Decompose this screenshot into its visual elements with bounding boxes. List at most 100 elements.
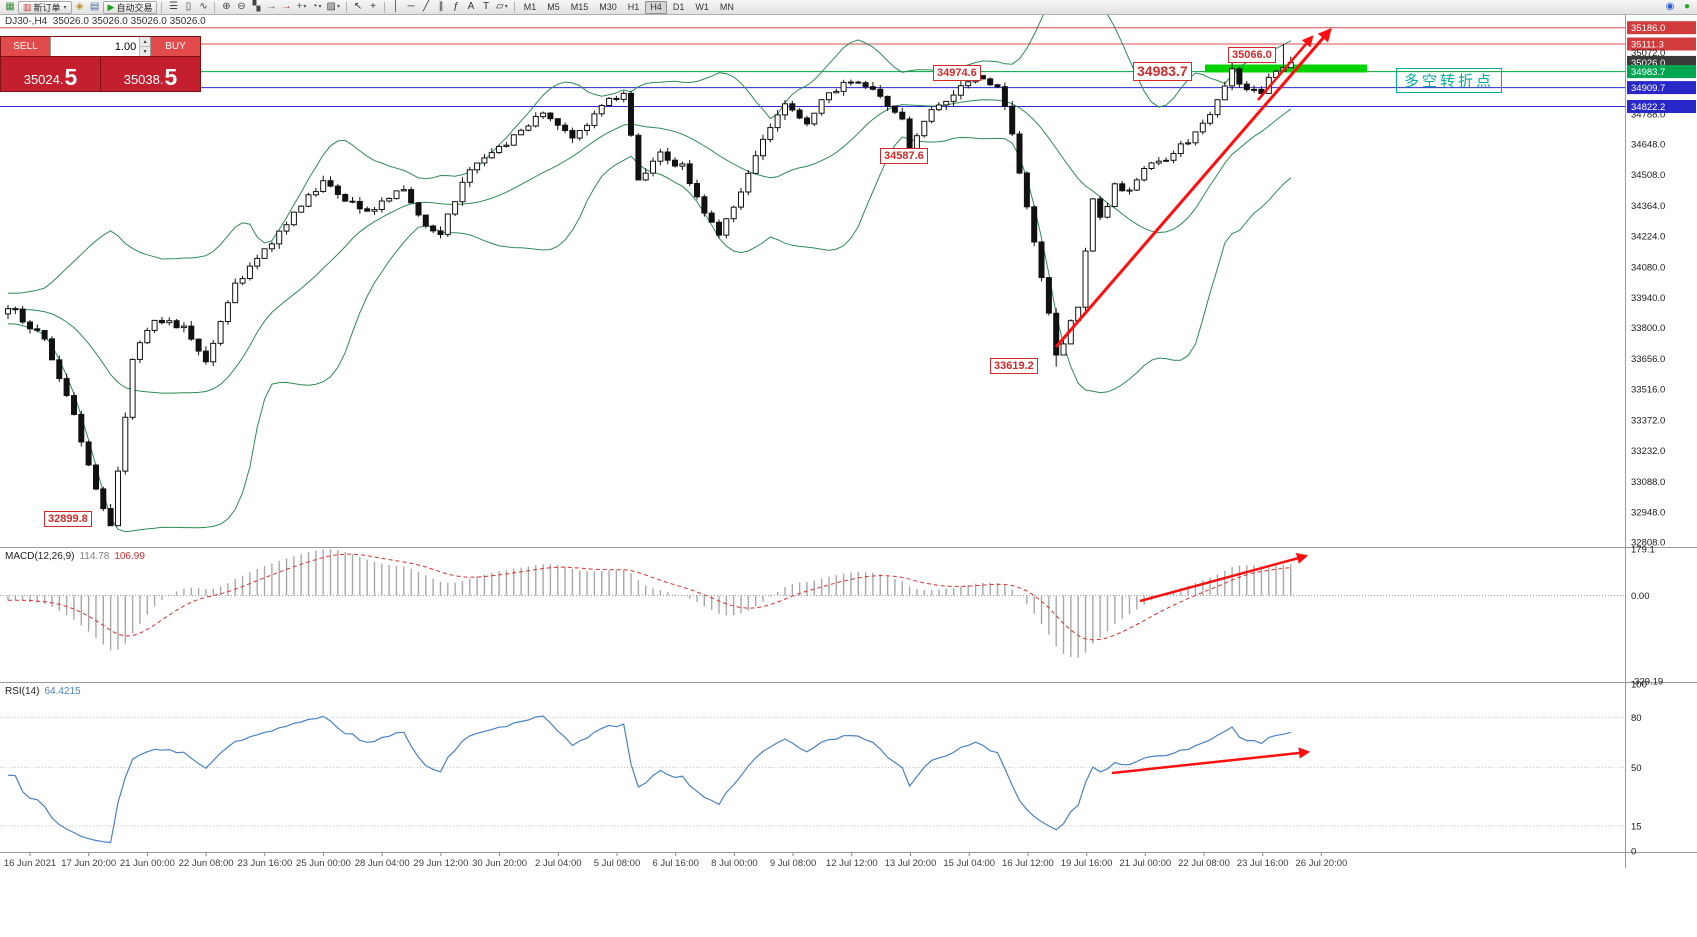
- candle-body: [877, 88, 884, 97]
- chart-shift-icon[interactable]: →: [281, 1, 292, 12]
- candle-body: [767, 127, 774, 140]
- volume-input[interactable]: [51, 37, 140, 56]
- price-annotation-label: 34983.7: [1133, 62, 1192, 81]
- candle-body: [943, 100, 950, 106]
- indicators-icon[interactable]: + ▾: [296, 1, 307, 12]
- time-axis-label: 13 Jul 20:00: [885, 858, 937, 869]
- timeframe-button-m30[interactable]: M30: [599, 2, 617, 12]
- candle-body: [730, 206, 737, 220]
- candle-body: [305, 194, 312, 207]
- auto-scroll-icon[interactable]: →: [266, 1, 277, 12]
- sell-price-button[interactable]: 35024. 5: [1, 57, 100, 91]
- volume-up-icon[interactable]: ▲: [140, 37, 150, 47]
- periods-icon[interactable]: ◔ ▾: [311, 1, 322, 12]
- price-axis-label: 33940.0: [1631, 293, 1665, 304]
- horizontal-line-icon[interactable]: ─: [407, 1, 415, 12]
- sell-button[interactable]: SELL: [1, 37, 50, 56]
- timeframe-button-w1[interactable]: W1: [695, 2, 709, 12]
- candle-body: [584, 124, 591, 132]
- time-axis-label: 23 Jul 16:00: [1237, 858, 1289, 869]
- cursor-icon[interactable]: ↖: [353, 1, 363, 12]
- timeframe-button-h1[interactable]: H1: [627, 2, 640, 12]
- connection-status-icon[interactable]: ●: [1683, 1, 1691, 12]
- candle-body: [488, 152, 495, 159]
- price-axis-label: 33800.0: [1631, 323, 1665, 334]
- candle-body: [664, 151, 671, 161]
- zoom-out-icon[interactable]: ⊖: [237, 1, 246, 12]
- candle-body: [987, 78, 994, 86]
- timeframe-button-m15[interactable]: M15: [570, 2, 589, 12]
- templates-icon[interactable]: ▨ ▾: [326, 1, 341, 12]
- dropdown-caret-icon[interactable]: ▾: [318, 4, 322, 10]
- line-chart-icon[interactable]: ∿: [199, 1, 208, 12]
- trend-arrow: [1054, 27, 1332, 348]
- dropdown-caret-icon[interactable]: ▾: [337, 4, 341, 10]
- time-axis-label: 17 Jun 20:00: [61, 858, 116, 869]
- timeframe-button-h4[interactable]: H4: [645, 0, 667, 14]
- auto-trading-button-icon: ▶: [107, 1, 115, 12]
- candle-body: [334, 185, 341, 196]
- candle-body: [701, 196, 708, 214]
- dropdown-caret-icon[interactable]: ▾: [504, 4, 508, 10]
- candle-body: [950, 94, 957, 102]
- candle-body: [1104, 206, 1111, 218]
- compass-icon[interactable]: ◈: [75, 1, 84, 12]
- timeframe-button-m1[interactable]: M1: [523, 2, 537, 12]
- candle-body: [840, 81, 847, 92]
- auto-trading-button-label: 自动交易: [116, 2, 153, 13]
- candle-body: [474, 162, 481, 171]
- price-axis-label: 34080.0: [1631, 263, 1665, 274]
- ohlc-bars-icon[interactable]: ☰: [169, 1, 178, 12]
- candle-body: [71, 395, 77, 415]
- community-icon[interactable]: ◉: [1665, 1, 1675, 12]
- time-axis-label: 29 Jun 12:00: [413, 858, 468, 869]
- candle-body: [268, 243, 275, 250]
- fibonacci-icon[interactable]: ƒ: [453, 1, 459, 12]
- candle-body: [935, 104, 942, 111]
- candle-body: [386, 198, 393, 202]
- macd-indicator-label: MACD(12,26,9) 114.78 106.99: [5, 551, 150, 562]
- trendline-icon[interactable]: ╱: [423, 1, 430, 12]
- text-label-icon[interactable]: T: [482, 1, 490, 12]
- price-axis-label: 33232.0: [1631, 446, 1665, 457]
- timeframe-button-d1[interactable]: D1: [672, 2, 685, 12]
- new-chart-icon[interactable]: ▦: [5, 1, 15, 12]
- candle-body: [1163, 159, 1170, 162]
- dropdown-caret-icon[interactable]: ▾: [303, 4, 307, 10]
- candle-body: [1009, 105, 1016, 135]
- zoom-in-icon[interactable]: ⊕: [222, 1, 231, 12]
- candlestick-mode-icon[interactable]: ▯: [185, 1, 192, 12]
- vertical-line-icon[interactable]: │: [392, 1, 400, 12]
- candle-body: [27, 321, 33, 330]
- crosshair-icon[interactable]: +: [370, 1, 376, 12]
- equidistant-channel-icon[interactable]: ∥: [438, 1, 444, 12]
- candle-body: [620, 92, 627, 100]
- bollinger-band-line: [7, 99, 1292, 394]
- timeframe-button-mn[interactable]: MN: [719, 2, 734, 12]
- auto-trading-button[interactable]: ▶ 自动交易: [102, 0, 158, 14]
- trend-arrow: [1257, 35, 1314, 101]
- candle-body: [173, 320, 180, 329]
- candlesticks: [5, 44, 1294, 527]
- candle-body: [1148, 162, 1155, 169]
- volume-down-icon[interactable]: ▼: [140, 47, 150, 56]
- candle-body: [1214, 99, 1221, 116]
- time-axis-label: 23 Jun 16:00: [237, 858, 292, 869]
- new-order-button[interactable]: ▥ 新订单 ▾: [18, 0, 72, 14]
- candle-body: [679, 163, 686, 167]
- time-axis-label: 8 Jul 00:00: [711, 858, 757, 869]
- text-icon[interactable]: A: [467, 1, 475, 12]
- dropdown-caret-icon[interactable]: ▾: [63, 4, 67, 11]
- buy-button[interactable]: BUY: [151, 37, 200, 56]
- candle-body: [408, 189, 415, 204]
- buy-price-button[interactable]: 35038. 5: [101, 57, 200, 91]
- buy-price-main: 35038.: [123, 72, 164, 88]
- candle-body: [430, 225, 437, 232]
- timeframe-button-m5[interactable]: M5: [547, 2, 560, 12]
- shapes-icon[interactable]: ▱ ▾: [496, 1, 508, 12]
- price-tag-text: 34909.7: [1631, 83, 1665, 94]
- market-watch-icon[interactable]: ▤: [89, 1, 100, 12]
- candle-body: [283, 224, 290, 232]
- tile-windows-icon[interactable]: ▚: [252, 1, 261, 12]
